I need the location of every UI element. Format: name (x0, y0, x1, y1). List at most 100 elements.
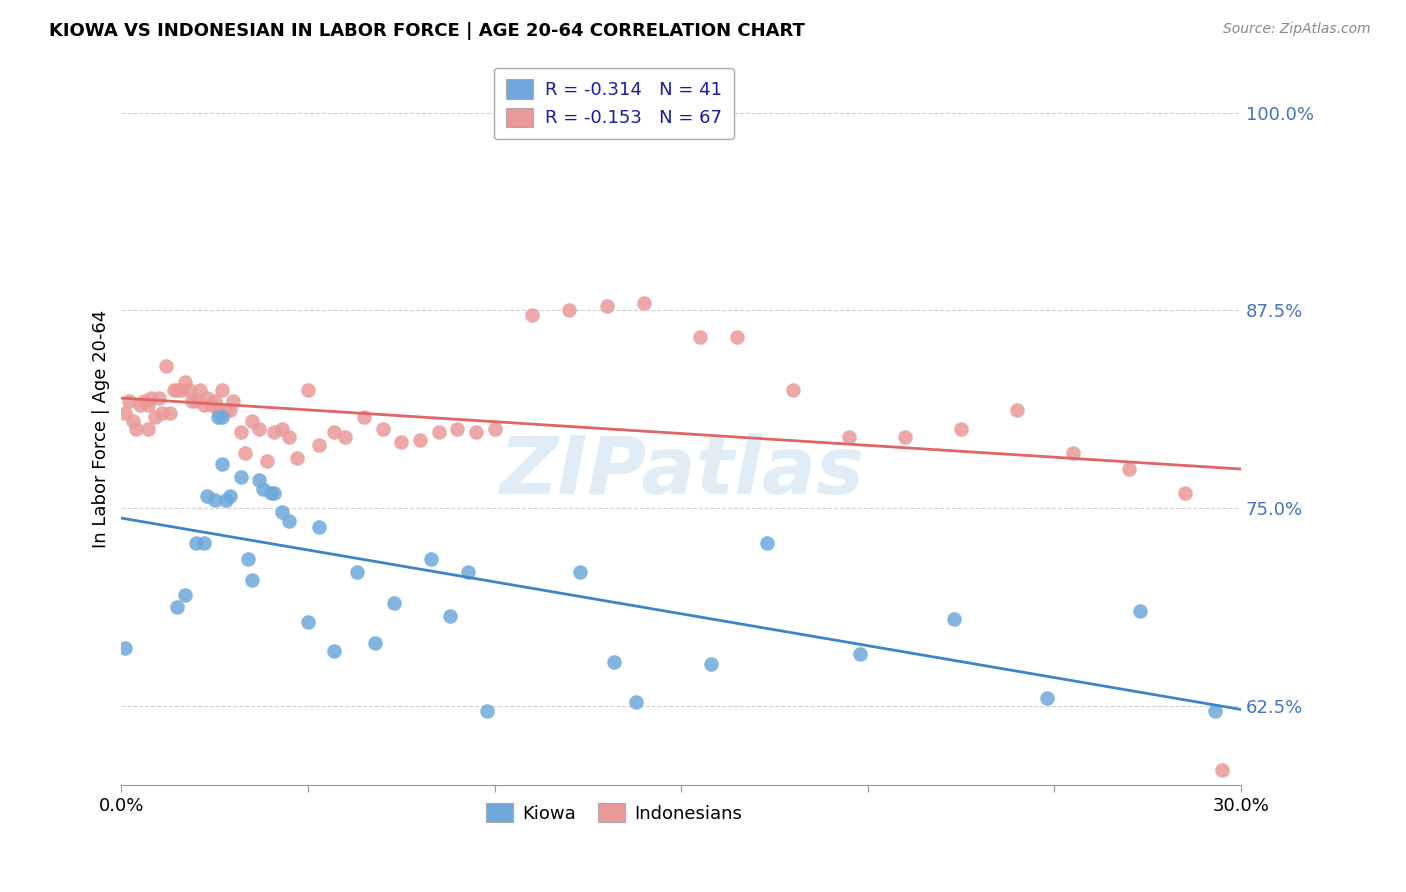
Point (249, 422, 271, 436)
Point (838, 430, 860, 444)
Point (184, 536, 207, 550)
Point (252, 483, 274, 497)
Point (263, 485, 285, 500)
Point (204, 393, 226, 408)
Point (163, 383, 186, 397)
Point (725, 330, 748, 344)
Point (121, 414, 143, 428)
Point (249, 473, 271, 487)
Point (195, 391, 218, 405)
Point (308, 438, 330, 452)
Point (270, 422, 292, 436)
Point (215, 493, 238, 508)
Point (782, 383, 804, 397)
Point (260, 485, 283, 500)
Point (1036, 691, 1059, 706)
Point (700, 657, 723, 671)
Text: KIOWA VS INDONESIAN IN LABOR FORCE | AGE 20-64 CORRELATION CHART: KIOWA VS INDONESIAN IN LABOR FORCE | AGE… (49, 22, 806, 40)
Point (484, 422, 506, 436)
Point (382, 596, 405, 610)
Point (1211, 763, 1233, 777)
Point (439, 609, 461, 624)
Point (278, 430, 301, 444)
Point (297, 383, 319, 397)
Point (323, 425, 346, 440)
Point (263, 425, 285, 440)
Y-axis label: In Labor Force | Age 20-64: In Labor Force | Age 20-64 (93, 310, 110, 549)
Point (364, 636, 387, 650)
Point (689, 330, 711, 344)
Point (1129, 604, 1152, 618)
Point (204, 493, 226, 508)
Point (148, 391, 170, 405)
Point (215, 403, 238, 417)
Point (211, 383, 233, 397)
Point (173, 589, 195, 603)
Point (446, 422, 468, 436)
Point (188, 383, 211, 397)
Point (218, 489, 240, 503)
Point (229, 469, 252, 483)
Point (222, 393, 245, 408)
Point (125, 422, 148, 436)
Point (569, 565, 592, 579)
Point (297, 615, 319, 630)
Point (558, 303, 581, 318)
Point (193, 399, 215, 413)
Point (949, 422, 972, 436)
Point (240, 573, 263, 587)
Point (207, 403, 229, 417)
Point (181, 393, 204, 408)
Point (141, 391, 163, 405)
Point (229, 425, 252, 440)
Text: Source: ZipAtlas.com: Source: ZipAtlas.com (1223, 22, 1371, 37)
Point (371, 422, 394, 436)
Point (218, 403, 240, 417)
Point (256, 454, 278, 468)
Point (389, 434, 412, 449)
Point (420, 552, 443, 566)
Point (155, 359, 177, 373)
Point (1204, 704, 1226, 718)
Point (353, 409, 375, 424)
Point (595, 299, 617, 313)
Point (184, 393, 207, 408)
Point (114, 640, 136, 655)
Point (335, 430, 357, 444)
Point (207, 409, 229, 424)
Point (1005, 403, 1028, 417)
Point (173, 375, 195, 389)
Point (132, 393, 155, 408)
Text: ZIPatlas: ZIPatlas (499, 433, 863, 511)
Point (118, 393, 141, 408)
Point (166, 599, 188, 614)
Point (166, 383, 188, 397)
Point (152, 406, 174, 420)
Point (849, 647, 872, 661)
Point (894, 430, 917, 444)
Point (238, 552, 260, 566)
Point (520, 308, 543, 322)
Point (129, 399, 152, 413)
Point (457, 565, 479, 579)
Point (270, 504, 292, 518)
Point (409, 434, 432, 448)
Point (211, 409, 233, 424)
Point (633, 295, 655, 310)
Point (240, 414, 263, 428)
Point (755, 536, 778, 550)
Point (278, 514, 301, 528)
Point (626, 694, 648, 708)
Legend: Kiowa, Indonesians: Kiowa, Indonesians (479, 796, 749, 830)
Point (323, 644, 346, 658)
Point (114, 406, 136, 420)
Point (233, 446, 256, 460)
Point (200, 399, 222, 413)
Point (942, 612, 965, 626)
Point (211, 457, 233, 471)
Point (1118, 462, 1140, 476)
Point (159, 406, 181, 420)
Point (1062, 446, 1084, 460)
Point (285, 450, 308, 465)
Point (475, 704, 498, 718)
